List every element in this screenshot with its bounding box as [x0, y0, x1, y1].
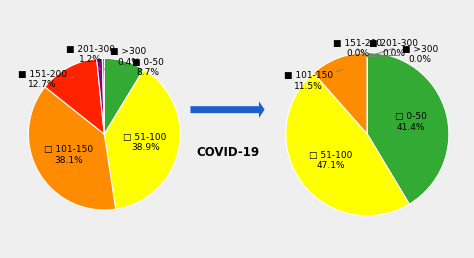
Wedge shape — [28, 87, 116, 210]
Text: ■ >300
0.0%: ■ >300 0.0% — [367, 45, 438, 64]
Text: □ 51-100
38.9%: □ 51-100 38.9% — [124, 133, 167, 152]
Text: □ 101-150
38.1%: □ 101-150 38.1% — [44, 145, 93, 165]
Wedge shape — [45, 59, 104, 134]
Wedge shape — [104, 58, 144, 134]
Text: ■ >300
0.4%: ■ >300 0.4% — [103, 47, 146, 70]
Text: ■ 151-200
0.0%: ■ 151-200 0.0% — [333, 39, 382, 58]
Wedge shape — [97, 58, 104, 134]
Text: □ 51-100
47.1%: □ 51-100 47.1% — [310, 151, 353, 170]
Text: ■ 101-150
11.5%: ■ 101-150 11.5% — [284, 69, 343, 91]
Wedge shape — [104, 69, 180, 209]
Text: ■ 151-200
12.7%: ■ 151-200 12.7% — [18, 70, 73, 89]
Text: COVID-19: COVID-19 — [196, 146, 259, 159]
Wedge shape — [286, 73, 409, 216]
Text: ■ 201-300
1.2%: ■ 201-300 1.2% — [66, 45, 115, 70]
Wedge shape — [102, 58, 104, 134]
Text: □ 0-50
41.4%: □ 0-50 41.4% — [395, 112, 427, 132]
Wedge shape — [367, 53, 449, 204]
Wedge shape — [313, 53, 367, 134]
Text: ■ 0-50
8.7%: ■ 0-50 8.7% — [122, 58, 164, 77]
Text: ■ 201-300
0.0%: ■ 201-300 0.0% — [367, 39, 418, 58]
